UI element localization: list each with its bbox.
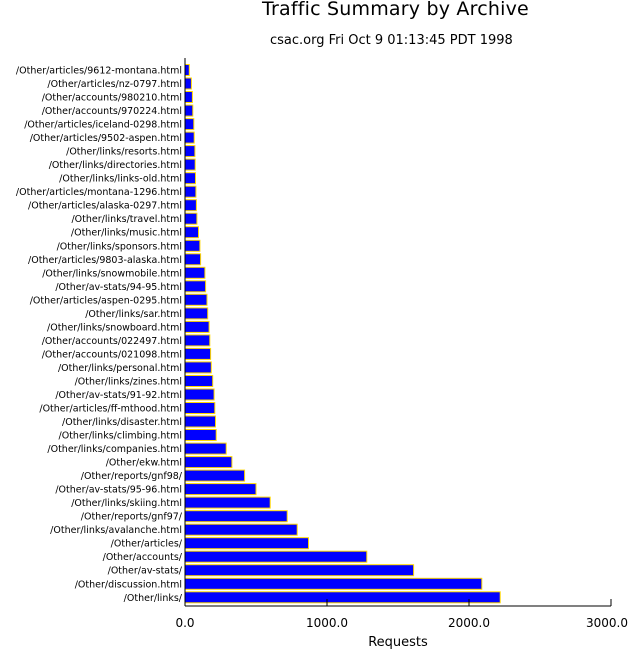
category-label: /Other/articles/aspen-0295.html [30,295,182,306]
chart-subtitle: csac.org Fri Oct 9 01:13:45 PDT 1998 [270,33,513,48]
category-label: /Other/reports/gnf98/ [81,471,183,482]
category-label: /Other/av-stats/ [108,566,183,577]
x-axis-label: Requests [368,635,428,649]
category-label: /Other/links/ [124,593,183,604]
category-label: /Other/articles/9612-montana.html [16,66,182,77]
category-label: /Other/links/sar.html [85,309,182,320]
category-label: /Other/links/directories.html [49,160,182,171]
bar [184,253,202,266]
category-label: /Other/av-stats/94-95.html [55,282,182,293]
bar [184,64,190,76]
category-label: /Other/links/music.html [71,228,182,239]
category-label: /Other/articles/ [111,539,183,550]
bar [184,550,368,563]
category-label: /Other/links/climbing.html [59,431,182,442]
bar [184,280,207,293]
bar [184,77,192,90]
category-label: /Other/accounts/980210.html [42,93,182,104]
bars-group [184,64,501,604]
bar [184,185,197,198]
category-label: /Other/articles/ff-mthood.html [39,404,182,415]
category-label: /Other/links/travel.html [71,214,182,225]
bar [184,429,217,441]
bar [184,496,271,509]
bar [184,239,201,252]
bar [184,442,227,455]
bar [184,172,196,185]
category-label: /Other/av-stats/95-96.html [55,485,182,496]
category-label: /Other/articles/iceland-0298.html [24,120,182,131]
x-tick-label: 1000.0 [306,616,348,630]
bar [184,293,208,306]
category-label: /Other/accounts/021098.html [42,349,182,360]
category-labels: /Other/articles/9612-montana.html/Other/… [16,66,183,604]
category-label: /Other/articles/montana-1296.html [16,187,182,198]
bar [184,591,501,604]
bar [184,118,195,131]
bar [184,158,196,171]
bar [184,266,206,279]
bar [184,388,215,401]
bar [184,375,214,387]
bar [184,320,210,333]
category-label: /Other/links/snowboard.html [47,322,182,333]
bar [184,347,212,360]
category-label: /Other/links/disaster.html [62,417,182,428]
bar [184,456,233,469]
category-label: /Other/links/links-old.html [59,174,182,185]
bar [184,483,257,496]
category-label: /Other/links/snowmobile.html [42,268,182,279]
category-label: /Other/accounts/022497.html [42,336,182,347]
category-label: /Other/discussion.html [75,579,182,590]
bar [184,415,216,428]
category-label: /Other/articles/9803-alaska.html [28,255,182,266]
category-label: /Other/links/personal.html [58,363,182,374]
bar [184,469,246,482]
category-label: /Other/reports/gnf97/ [81,512,183,523]
bar [184,361,212,374]
category-label: /Other/links/skiing.html [71,498,182,509]
x-ticks-group: 0.0 1000.0 2000.0 3000.0 [175,599,628,630]
chart-title: Traffic Summary by Archive [262,0,529,20]
category-label: /Other/ekw.html [106,458,182,469]
x-tick-label: 2000.0 [448,616,490,630]
bar [184,145,196,158]
axes-group [184,58,611,607]
bar [184,226,199,239]
x-tick-label: 0.0 [175,616,194,630]
bar [184,131,195,144]
bar [184,212,198,225]
category-label: /Other/accounts/970224.html [42,106,182,117]
bar [184,402,216,414]
bar [184,537,309,550]
category-label: /Other/links/zines.html [75,377,182,388]
bar [184,510,288,523]
bar [184,104,194,117]
bar [184,564,415,577]
category-label: /Other/links/avalanche.html [50,525,182,536]
bar [184,577,483,590]
category-label: /Other/articles/nz-0797.html [47,79,182,90]
category-label: /Other/av-stats/91-92.html [55,390,182,401]
bar [184,91,193,103]
category-label: /Other/links/resorts.html [66,147,182,158]
bar [184,334,211,347]
category-label: /Other/articles/alaska-0297.html [28,201,182,212]
bar [184,307,209,320]
category-label: /Other/links/companies.html [47,444,182,455]
category-label: /Other/articles/9502-aspen.html [30,133,182,144]
x-tick-label: 3000.0 [586,616,628,630]
bar [184,199,197,212]
category-label: /Other/accounts/ [103,552,183,563]
bar [184,523,298,536]
category-label: /Other/links/sponsors.html [57,241,182,252]
